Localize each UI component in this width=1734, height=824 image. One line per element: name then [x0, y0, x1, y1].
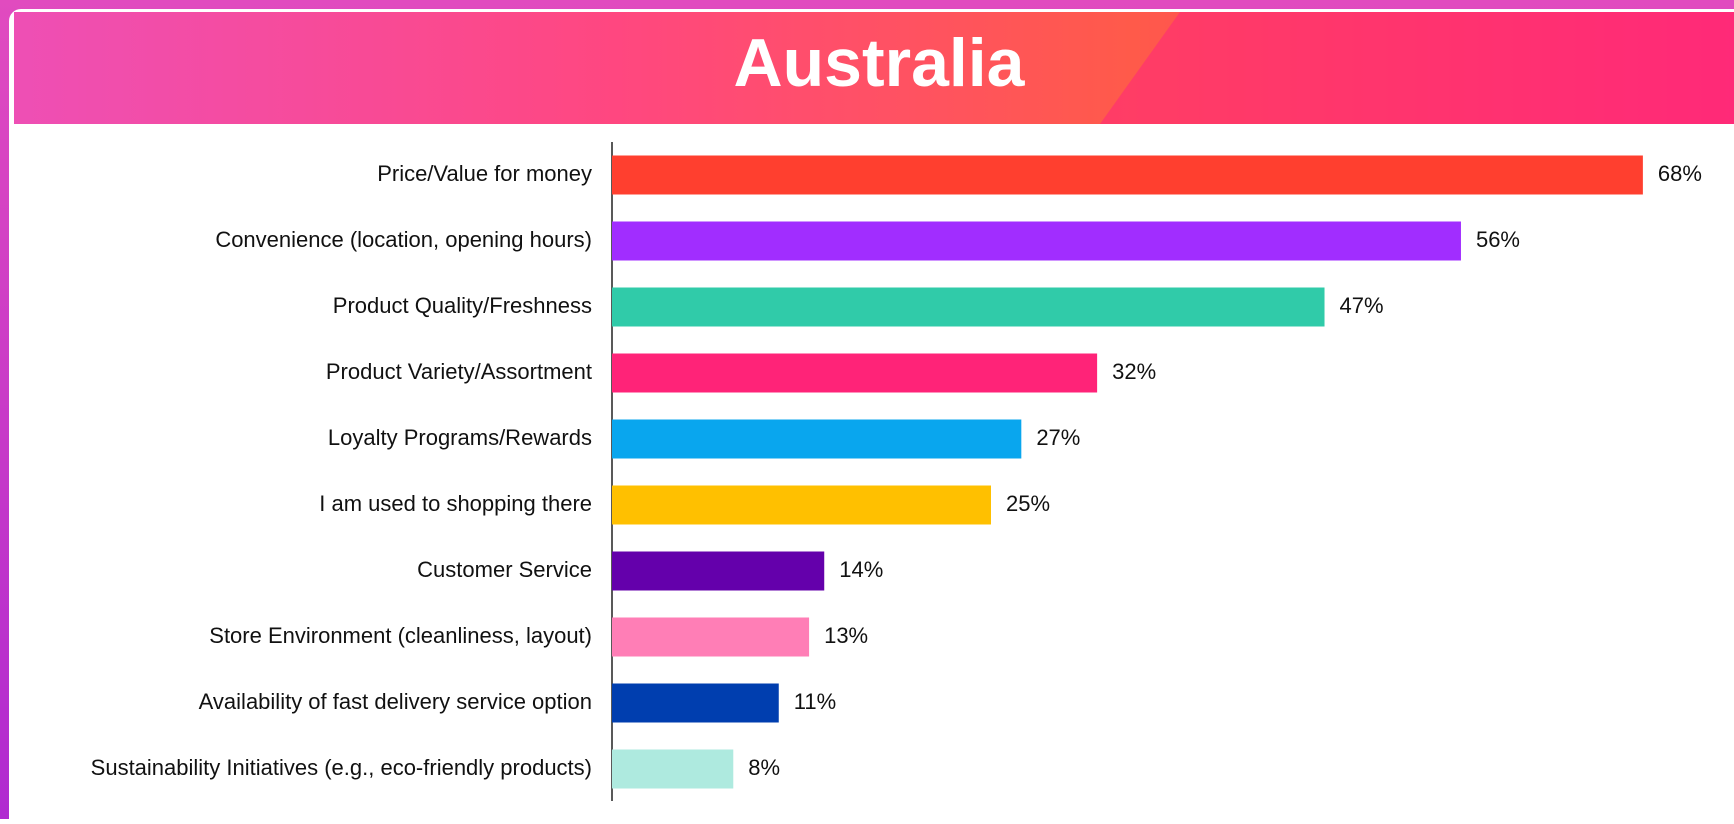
header-accent — [1100, 12, 1734, 124]
bar — [612, 354, 1097, 393]
value-label: 32% — [1112, 359, 1156, 384]
category-label: Loyalty Programs/Rewards — [328, 425, 592, 450]
bar — [612, 552, 824, 591]
bar — [612, 288, 1325, 327]
category-label: Convenience (location, opening hours) — [215, 227, 592, 252]
value-label: 13% — [824, 623, 868, 648]
bar — [612, 684, 779, 723]
category-label: Product Quality/Freshness — [333, 293, 592, 318]
bar — [612, 156, 1643, 195]
page: Australia Price/Value for money 68% Conven… — [0, 0, 1734, 819]
category-label: Customer Service — [417, 557, 592, 582]
bar — [612, 222, 1461, 261]
value-label: 68% — [1658, 161, 1702, 186]
value-label: 8% — [748, 755, 780, 780]
bar — [612, 420, 1021, 459]
bar — [612, 486, 991, 525]
value-label: 47% — [1340, 293, 1384, 318]
category-label: I am used to shopping there — [319, 491, 592, 516]
value-label: 25% — [1006, 491, 1050, 516]
category-label: Store Environment (cleanliness, layout) — [209, 623, 592, 648]
value-label: 14% — [839, 557, 883, 582]
bar — [612, 618, 809, 657]
chart-title: Australia — [734, 25, 1026, 101]
value-label: 11% — [794, 689, 836, 714]
value-label: 27% — [1036, 425, 1080, 450]
category-label: Availability of fast delivery service op… — [199, 689, 592, 714]
value-label: 56% — [1476, 227, 1520, 252]
category-label: Product Variety/Assortment — [326, 359, 592, 384]
bar — [612, 750, 733, 789]
category-label: Sustainability Initiatives (e.g., eco-fr… — [91, 755, 592, 780]
chart: Australia Price/Value for money 68% Conven… — [0, 0, 1734, 819]
category-label: Price/Value for money — [377, 161, 592, 186]
